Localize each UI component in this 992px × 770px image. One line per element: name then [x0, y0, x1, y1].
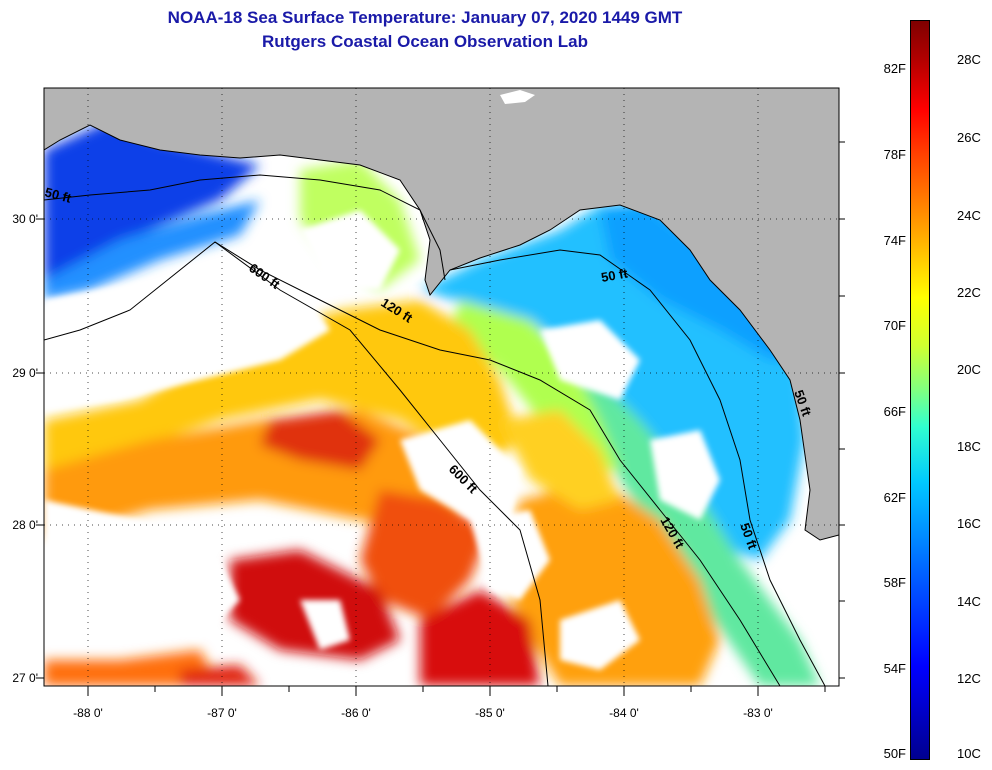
land-mass: [44, 88, 839, 540]
colorbar-f-54: 54F: [883, 661, 906, 676]
lat-label-27: 27 0': [12, 671, 38, 685]
lake-patch: [500, 90, 535, 104]
lon-label-88: -88 0': [73, 706, 103, 720]
graticule: [44, 88, 839, 686]
coastline: [44, 124, 839, 541]
colorbar-f-50: 50F: [883, 746, 906, 761]
colorbar-f-62: 62F: [883, 490, 906, 505]
axis-ticks: [36, 141, 845, 696]
colorbar-f-78: 78F: [883, 147, 906, 162]
colorbar-c-26: 26C: [957, 130, 981, 145]
colorbar-c-16: 16C: [957, 516, 981, 531]
colorbar-c-22: 22C: [957, 285, 981, 300]
depth-contours: [44, 174, 826, 686]
colorbar-c-12: 12C: [957, 671, 981, 686]
lon-label-87: -87 0': [207, 706, 237, 720]
temperature-colorbar: [910, 20, 930, 760]
lon-label-85: -85 0': [475, 706, 505, 720]
lon-label-84: -84 0': [609, 706, 639, 720]
lat-label-28: 28 0': [12, 518, 38, 532]
colorbar-f-58: 58F: [883, 575, 906, 590]
map-frame: [43, 87, 840, 687]
colorbar-c-28: 28C: [957, 52, 981, 67]
lat-label-29: 29 0': [12, 366, 38, 380]
colorbar-f-74: 74F: [883, 233, 906, 248]
colorbar-f-82: 82F: [883, 61, 906, 76]
colorbar-f-66: 66F: [883, 404, 906, 419]
colorbar-c-24: 24C: [957, 208, 981, 223]
map-subtitle: Rutgers Coastal Ocean Observation Lab: [262, 32, 588, 51]
colorbar-c-10: 10C: [957, 746, 981, 761]
contour-label-50ft-west: 50 ft: [43, 184, 73, 206]
lon-label-83: -83 0': [743, 706, 773, 720]
colorbar-c-20: 20C: [957, 362, 981, 377]
lat-label-30: 30 0': [12, 212, 38, 226]
colorbar-c-14: 14C: [957, 594, 981, 609]
lon-label-86: -86 0': [341, 706, 371, 720]
map-title: NOAA-18 Sea Surface Temperature: January…: [167, 8, 683, 27]
contour-label-50ft-east: 50 ft: [600, 265, 630, 285]
colorbar-f-70: 70F: [883, 318, 906, 333]
colorbar-c-18: 18C: [957, 439, 981, 454]
cloud-patches: [44, 210, 720, 670]
